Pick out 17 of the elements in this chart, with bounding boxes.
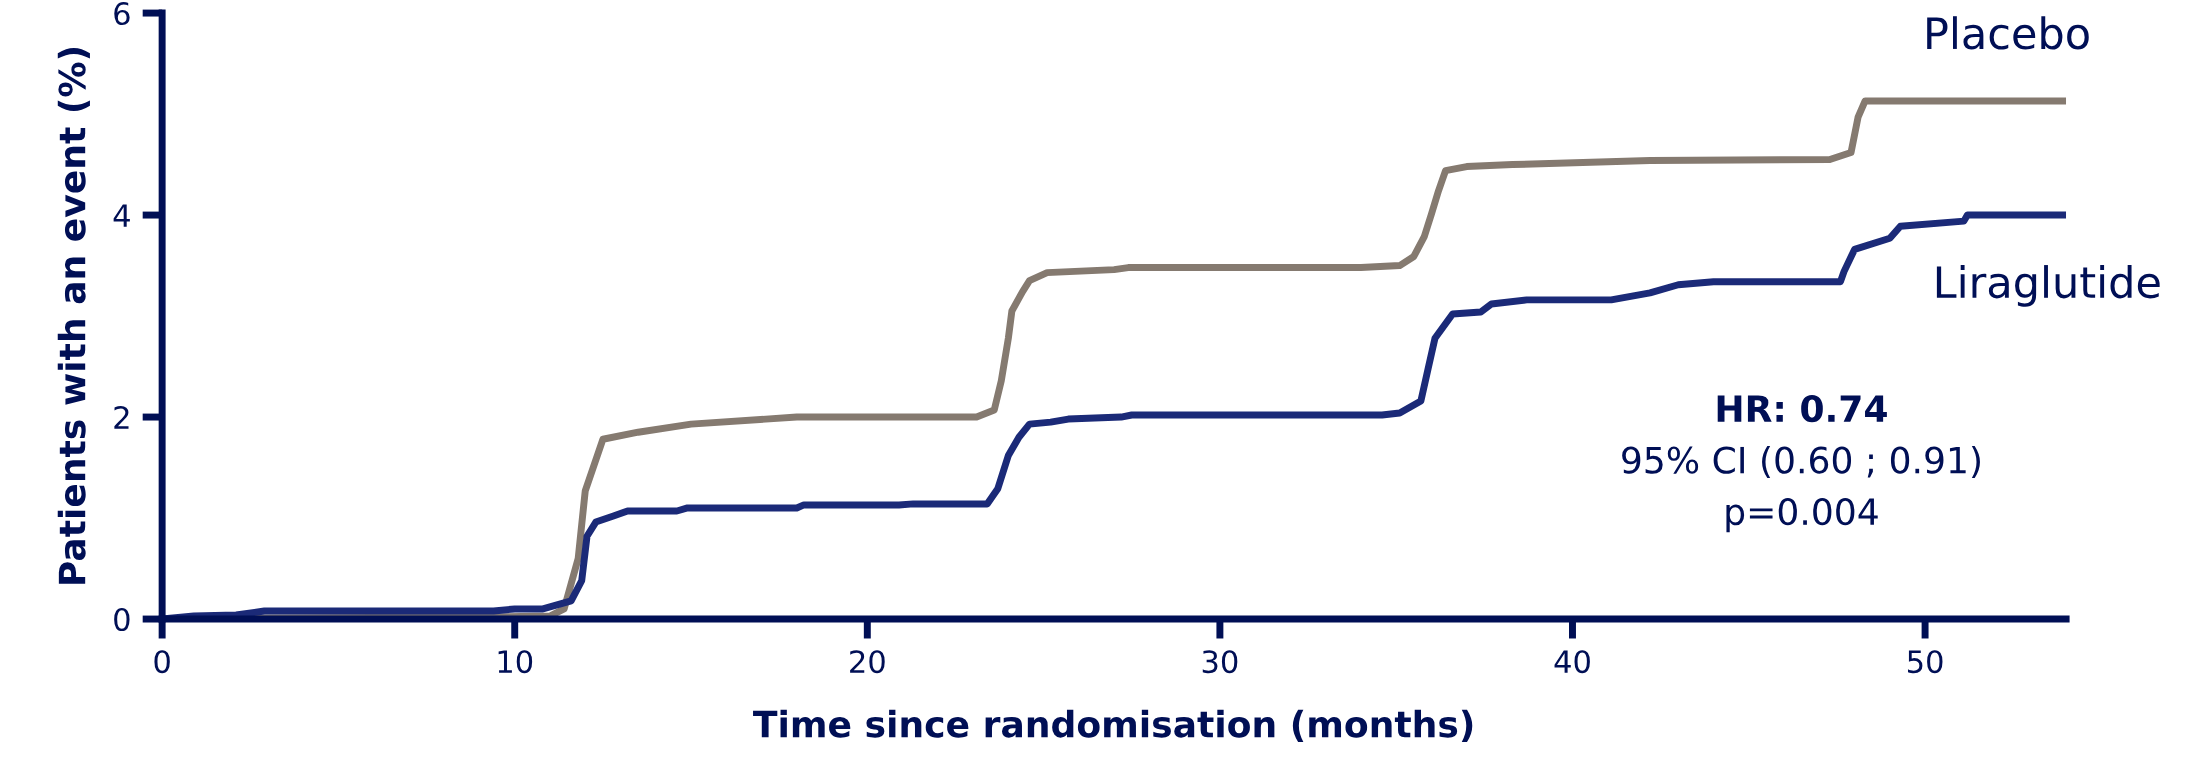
y-tick-label: 0 [114, 607, 130, 632]
annotation: HR: 0.74 [1717, 394, 1887, 423]
y-tick-label: 2 [114, 405, 129, 429]
y-tick-label: 4 [113, 204, 130, 227]
series-label: Liraglutide [1936, 265, 2160, 307]
x-axis-title: Time since randomisation (months) [753, 709, 1473, 742]
x-tick-label: 40 [1554, 650, 1590, 674]
x-tick-label: 0 [154, 650, 170, 674]
x-tick-label: 10 [498, 650, 533, 674]
annotation: p=0.004 [1726, 497, 1878, 533]
y-axis-title: Patients with an event (%) [57, 48, 90, 584]
annotation: 95% CI (0.60 ; 0.91) [1622, 445, 1980, 479]
x-tick-label: 50 [1908, 650, 1943, 674]
y-tick-label: 6 [114, 2, 130, 26]
x-tick-label: 30 [1202, 650, 1238, 674]
series-label: Placebo [1927, 16, 2089, 50]
x-tick-label: 20 [850, 650, 885, 674]
